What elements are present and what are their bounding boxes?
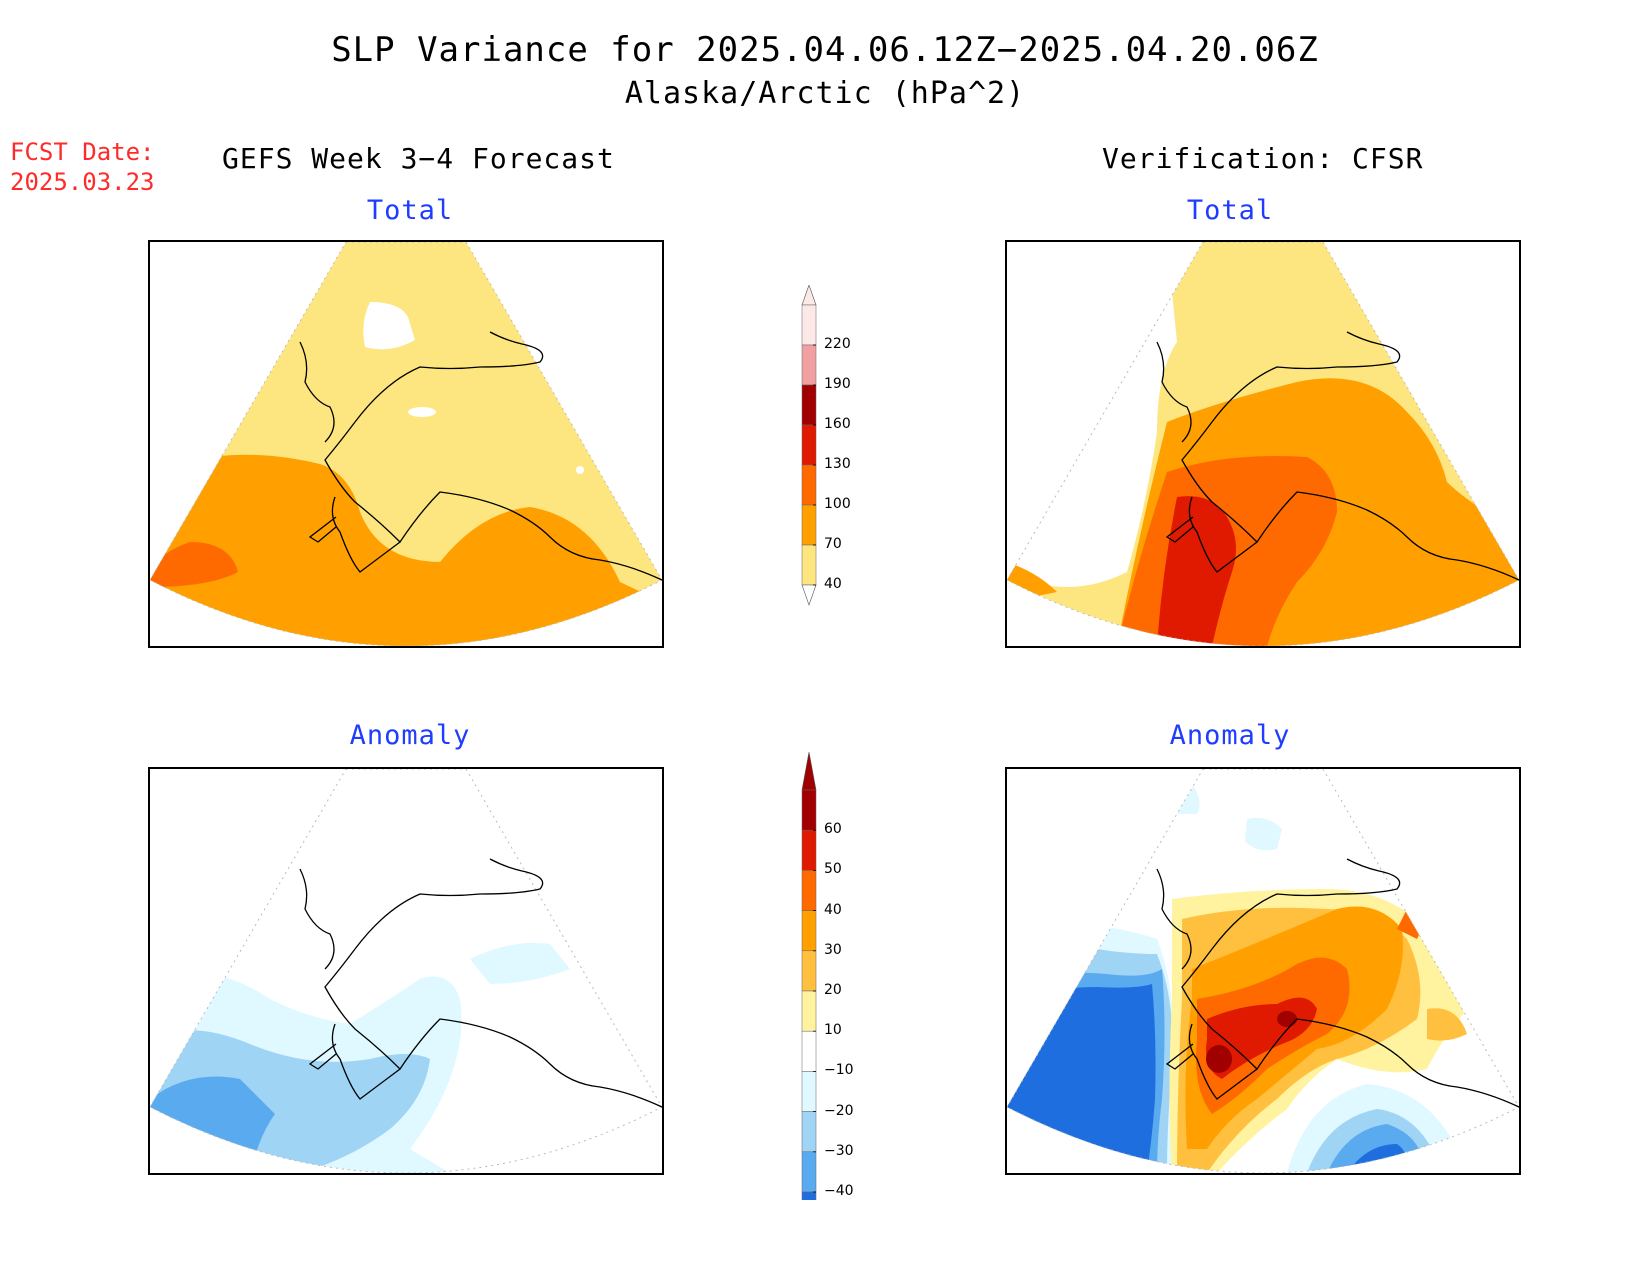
colorbar-total-tick-label: 130 — [824, 456, 851, 472]
colorbar-total-swatch — [801, 464, 817, 506]
map-verification-total — [1005, 240, 1521, 648]
colorbar-anomaly-swatch — [801, 950, 817, 992]
panel-subtitle-verification-total: Total — [1186, 195, 1274, 226]
colorbar-total-tick-label: 70 — [824, 536, 842, 552]
colorbar-anomaly-tick-label: 60 — [824, 821, 842, 838]
colorbar-anomaly-cap-top — [801, 751, 817, 791]
column-heading-verification: Verification: CFSR — [1102, 142, 1424, 175]
chart-subtitle: Alaska/Arctic (hPa^2) — [624, 76, 1026, 111]
map-forecast-total — [148, 240, 664, 648]
colorbar-total-swatch — [801, 424, 817, 466]
fcst-date-value: 2025.03.23 — [10, 168, 155, 196]
column-heading-forecast: GEFS Week 3−4 Forecast — [222, 142, 615, 175]
colorbar-anomaly-swatch — [801, 1191, 817, 1200]
colorbar-anomaly-tick-label: 50 — [824, 861, 842, 878]
fcst-date-label: FCST Date: — [10, 138, 155, 166]
colorbar-anomaly-swatch — [801, 789, 817, 831]
colorbar-anomaly-tick-label: −40 — [824, 1183, 854, 1199]
colorbar-total: 220 190 160 130 100 70 40 — [800, 285, 880, 615]
colorbar-anomaly-swatch — [801, 1151, 817, 1193]
map-verification-anomaly — [1005, 767, 1521, 1175]
colorbar-total-tick-label: 40 — [824, 576, 842, 592]
colorbar-total-swatch — [801, 304, 817, 346]
panel-subtitle-forecast-anomaly: Anomaly — [349, 720, 471, 751]
colorbar-total-tick-label: 100 — [824, 496, 851, 512]
panel-subtitle-verification-anomaly: Anomaly — [1169, 720, 1291, 751]
fcst-date: FCST Date: 2025.03.23 — [10, 137, 155, 197]
colorbar-total-swatch — [801, 344, 817, 386]
colorbar-anomaly-swatch — [801, 870, 817, 911]
colorbar-anomaly-swatch — [801, 990, 817, 1032]
chart-title: SLP Variance for 2025.04.06.12Z−2025.04.… — [331, 30, 1319, 70]
colorbar-total-tick-label: 160 — [824, 416, 851, 432]
colorbar-anomaly-swatch — [801, 1030, 817, 1072]
colorbar-total-swatch — [801, 504, 817, 546]
colorbar-anomaly-tick-label: −30 — [824, 1142, 854, 1159]
colorbar-total-swatch — [801, 544, 817, 586]
colorbar-anomaly-swatch — [801, 1071, 817, 1112]
colorbar-anomaly-tick-label: 40 — [824, 901, 842, 918]
colorbar-anomaly-swatch — [801, 829, 817, 871]
colorbar-anomaly-tick-label: −10 — [824, 1062, 854, 1079]
panel-subtitle-forecast-total: Total — [366, 195, 454, 226]
colorbar-anomaly-tick-label: −20 — [824, 1102, 854, 1119]
colorbar-anomaly-swatches — [801, 751, 817, 1200]
colorbar-anomaly-swatch — [801, 910, 817, 952]
colorbar-anomaly-tick-label: 10 — [824, 1022, 842, 1039]
colorbar-anomaly: 60 50 40 30 20 10 −10 −20 −30 −40 — [800, 750, 880, 1200]
colorbar-total-cap-bottom — [801, 584, 817, 606]
colorbar-anomaly-swatch — [801, 1111, 817, 1153]
colorbar-anomaly-tick-label: 30 — [824, 941, 842, 958]
colorbar-total-tick-label: 220 — [824, 336, 851, 352]
colorbar-total-cap-top — [801, 285, 817, 306]
colorbar-total-tick-label: 190 — [824, 376, 851, 392]
map-forecast-anomaly — [148, 767, 664, 1175]
colorbar-total-swatch — [801, 384, 817, 426]
colorbar-anomaly-tick-label: 20 — [824, 982, 842, 998]
colorbar-total-swatches — [801, 285, 817, 606]
